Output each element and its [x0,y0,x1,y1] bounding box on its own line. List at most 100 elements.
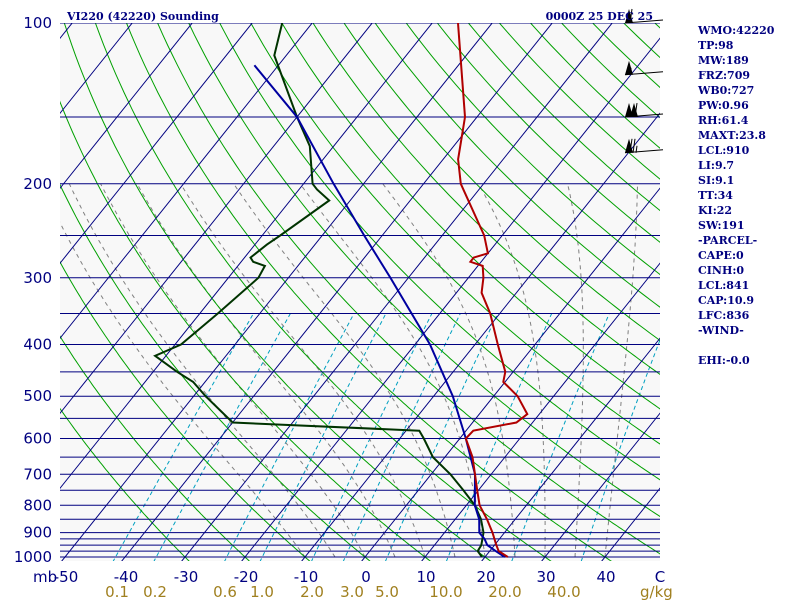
index-line: WMO:42220 [698,24,775,37]
isotherms [60,23,660,561]
parcel-profile-line [253,64,506,558]
index-line: MAXT:23.8 [698,129,766,142]
isotherm-line [181,23,613,561]
wind-barb-flag [629,138,633,153]
mixing-ratio-tick-label: 1.0 [250,583,274,600]
pressure-unit-label: mb [33,568,57,586]
wind-barb-half-flag [635,145,638,153]
dry-adiabat [250,23,660,445]
dry-adiabat [60,335,250,561]
plot-background [60,23,660,561]
mixing-ratio-line [259,313,387,561]
temperature-profile-line [457,23,529,558]
wind-barb [624,60,664,76]
stability-indices-panel: WMO:42220 TP:98 MW:189 FRZ:709 WB0:727 PW:0.9… [698,23,798,368]
moist-adiabat [233,183,456,558]
temperature-tick-label: 10 [416,568,435,586]
pressure-tick-label: 400 [23,336,52,354]
wind-barb [624,8,664,24]
dry-adiabat [157,23,660,555]
isotherm-line [481,337,660,561]
mixing-ratio-tick-label: 0.6 [213,583,237,600]
index-line: CINH:0 [698,264,745,277]
mixing-ratio-tick-label: 10.0 [429,583,462,600]
moist-adiabat [477,183,546,557]
isotherm-line [60,23,313,340]
index-line: WB0:727 [698,84,755,97]
temperature-tick-label: -40 [114,568,139,586]
sounding-profiles [153,23,529,558]
temperature-tick-label: -20 [234,568,259,586]
dry-adiabat [343,23,660,342]
dry-adiabat [125,23,612,561]
pressure-tick-label: 600 [23,430,52,448]
mixing-ratio-line [311,313,433,561]
isotherm-line [301,112,660,561]
temperature-tick-label: 30 [536,568,555,586]
pressure-tick-label: 1000 [14,548,52,566]
index-line: PW:0.96 [698,99,749,112]
index-line: TP:98 [698,39,734,52]
dry-adiabat [60,183,371,561]
wind-barb-half-flag [629,67,632,75]
isotherm-line [61,23,493,561]
index-line: -PARCEL- [698,234,758,247]
dry-adiabat [60,100,432,561]
dry-adiabat [60,261,311,561]
temperature-tick-label: 40 [596,568,615,586]
mixing-ratio-unit-label: g/kg [640,583,673,600]
moist-adiabat [382,183,516,558]
wind-barb-flag [634,102,638,118]
dry-adiabat [374,23,660,308]
dry-adiabat [405,23,660,276]
dry-adiabat [219,23,660,481]
pressure-tick-label: 500 [23,387,52,405]
chart-title: VI220 (42220) Sounding [66,10,219,23]
isotherm-line [121,23,553,561]
isotherm-line [361,187,660,561]
isotherm-line [60,23,373,415]
index-line: LFC:836 [698,309,750,322]
isotherm-line [60,23,253,265]
index-line: CAP:10.9 [698,294,755,307]
temperature-tick-label: C [655,568,665,586]
isotherm-line [241,37,660,561]
wind-barb [624,102,664,118]
isotherm-line [541,412,660,561]
dry-adiabat [188,23,660,518]
moist-adiabat [604,183,638,558]
index-line: KI:22 [698,204,733,217]
index-line: MW:189 [698,54,749,67]
index-line: LI:9.7 [698,159,735,172]
index-line: -WIND- [698,324,744,337]
temperature-tick-label: -30 [174,568,199,586]
mixing-ratio-tick-label: 3.0 [340,583,364,600]
dry-adiabat [436,23,660,243]
wind-barb-flag [632,138,636,153]
pressure-tick-label: 200 [23,175,52,193]
mixing-ratio-tick-label: 2.0 [300,583,324,600]
index-line: EHI:-0.0 [698,354,750,367]
temperature-tick-label: -50 [54,568,79,586]
temperature-tick-label: 20 [476,568,495,586]
pressure-tick-label: 300 [23,269,52,287]
index-line: TT:34 [698,189,733,202]
dry-adiabat [312,23,660,376]
wind-barb [624,138,664,154]
index-line: SW:191 [698,219,745,232]
dry-adiabat [94,23,552,561]
moist-adiabat [68,183,336,558]
isotherm-line [60,23,193,190]
pressure-tick-label: 700 [23,465,52,483]
index-line: CAPE:0 [698,249,744,262]
mixing-ratio-tick-label: 20.0 [488,583,521,600]
chart-valid-time: 0000Z 25 DEC 25 [546,10,653,23]
wind-barbs [624,8,664,154]
index-line: LCL:910 [698,144,750,157]
mixing-ratio-tick-label: 40.0 [547,583,580,600]
isotherm-line [421,262,660,561]
isotherm-line [60,23,133,115]
dry-adiabat [60,407,190,561]
